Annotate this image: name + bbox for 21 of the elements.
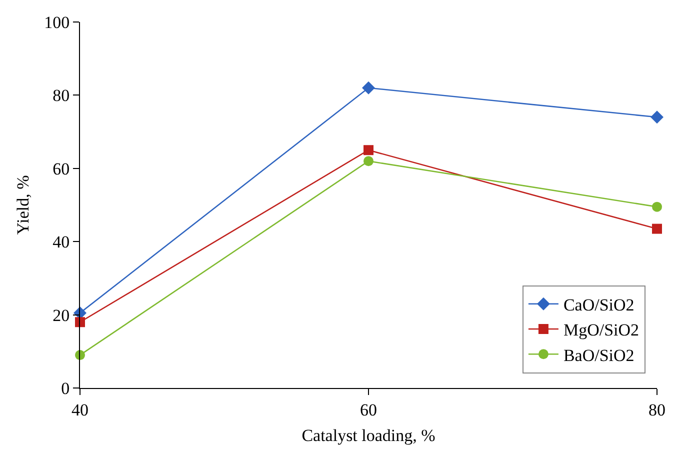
point [364,145,374,156]
y-tick-label: 0 [61,378,70,398]
point [364,156,374,166]
legend-label: BaO/SiO2 [563,346,634,365]
legend-label: CaO/SiO2 [563,296,634,315]
point [362,81,375,94]
x-tick-label: 60 [360,400,377,420]
y-axis-title: Yield, % [14,175,33,235]
x-tick-label: 40 [72,400,88,420]
legend-label: MgO/SiO2 [563,320,640,340]
point [650,110,664,124]
x-tick-label: 80 [648,400,666,420]
y-tick-label: 60 [52,159,70,178]
y-tick-label: 40 [52,232,70,252]
y-tick-label: 100 [44,12,70,32]
y-tick-label: 80 [52,86,70,106]
y-tick-label: 20 [52,306,70,325]
x-axis-title: Catalyst loading, % [302,426,436,445]
point [75,317,85,328]
point [652,224,662,234]
point [652,202,662,212]
